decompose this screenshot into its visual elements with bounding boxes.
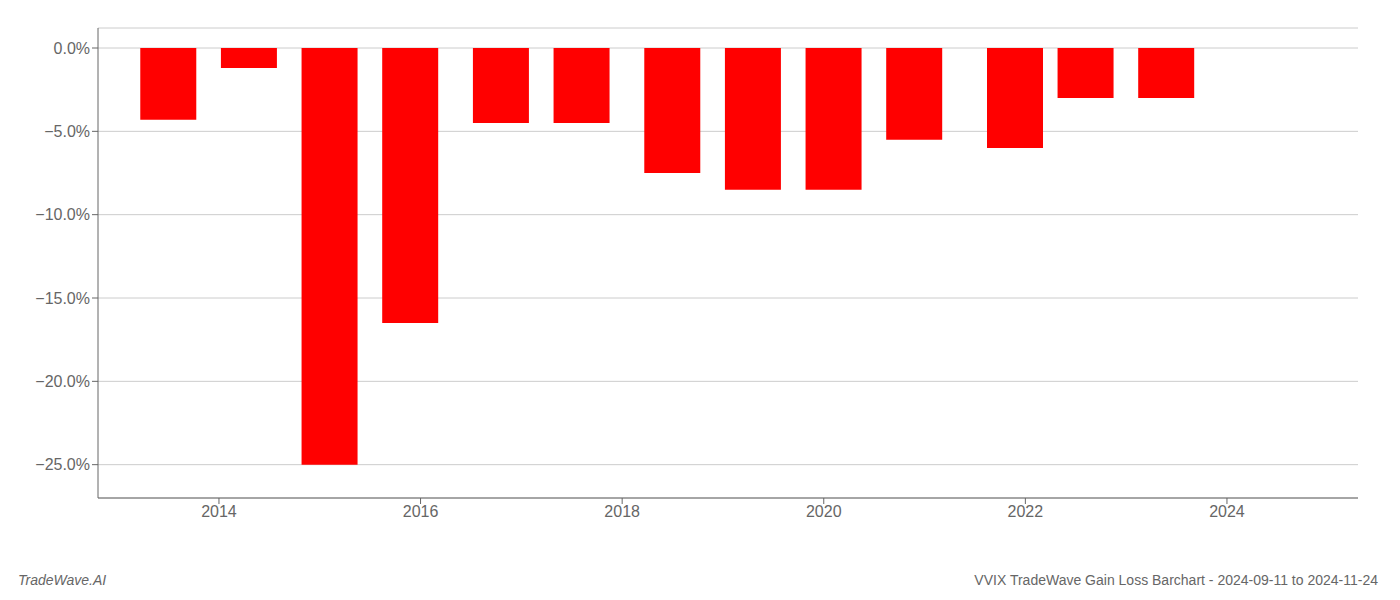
svg-text:2022: 2022 [1008, 503, 1044, 520]
html-text:VVIX TradeWave Gain Loss Barch: VVIX TradeWave Gain Loss Barchart - 2024… [974, 572, 1378, 588]
svg-text:−5.0%: −5.0% [44, 123, 90, 140]
svg-text:−10.0%: −10.0% [35, 206, 90, 223]
html-text:TradeWave.AI: TradeWave.AI [18, 572, 107, 588]
svg-text:2014: 2014 [201, 503, 237, 520]
svg-text:2020: 2020 [806, 503, 842, 520]
svg-text:0.0%: 0.0% [54, 40, 90, 57]
svg-text:−20.0%: −20.0% [35, 373, 90, 390]
svg-text:2024: 2024 [1209, 503, 1245, 520]
svg-text:−25.0%: −25.0% [35, 456, 90, 473]
svg-text:2016: 2016 [403, 503, 439, 520]
svg-text:2018: 2018 [604, 503, 640, 520]
svg-text:−15.0%: −15.0% [35, 290, 90, 307]
